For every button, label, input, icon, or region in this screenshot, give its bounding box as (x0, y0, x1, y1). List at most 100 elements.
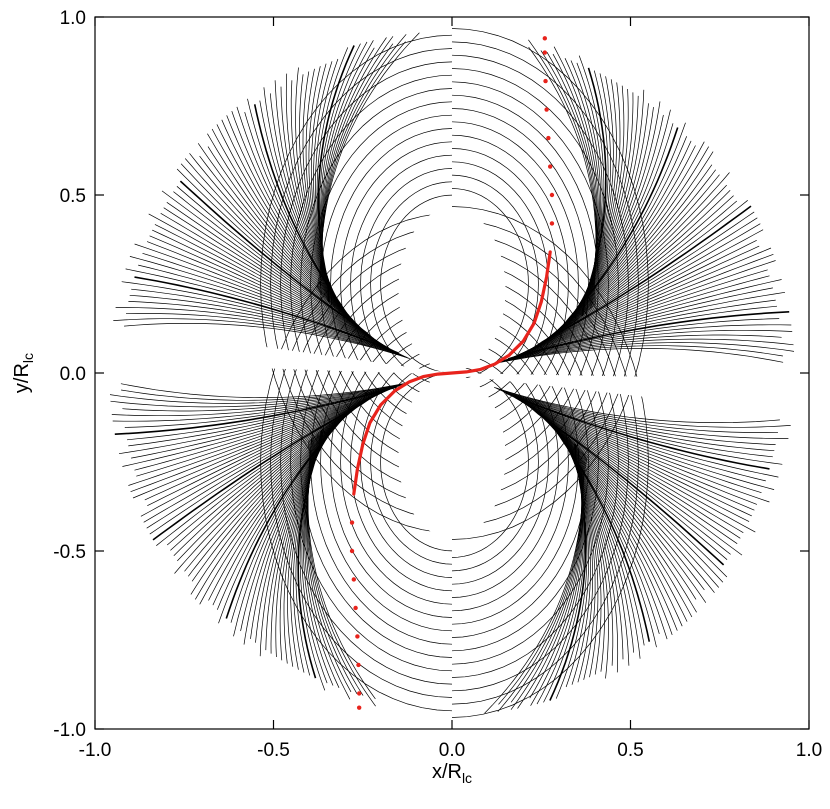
field-line (128, 391, 384, 486)
red-line-segment (352, 250, 552, 496)
field-line (451, 68, 619, 500)
field-line (484, 456, 588, 714)
field-line (109, 383, 406, 404)
field-line (129, 294, 403, 356)
red-point (549, 221, 555, 226)
field-line (310, 101, 453, 467)
field-line (500, 389, 776, 445)
y-tick-label: 0.5 (60, 186, 86, 207)
field-line (514, 287, 773, 357)
field-line (451, 161, 549, 407)
field-line (110, 383, 404, 408)
field-line (523, 247, 772, 353)
field-line (166, 202, 380, 343)
field-line (260, 212, 453, 712)
field-line (260, 34, 453, 534)
field-line (451, 272, 599, 652)
red-point (349, 548, 355, 554)
field-line (144, 393, 380, 501)
field-line (173, 191, 377, 341)
field-line (208, 408, 351, 601)
field-line (530, 217, 758, 350)
field-line (316, 32, 420, 290)
field-line (504, 391, 783, 465)
field-line (510, 452, 584, 703)
field-line (156, 398, 369, 546)
equatorial-gap (95, 323, 809, 416)
field-line (519, 399, 750, 522)
field-line (451, 259, 609, 665)
field-line (524, 403, 738, 544)
red-point (356, 691, 362, 696)
field-line (280, 61, 453, 507)
field-line (501, 334, 782, 362)
field-line (120, 382, 409, 398)
field-line (498, 342, 795, 363)
field-line (138, 264, 396, 352)
field-line (451, 339, 549, 585)
field-line (451, 219, 639, 705)
field-line (496, 388, 779, 433)
field-line (146, 396, 374, 529)
field-line (540, 413, 697, 600)
field-line (129, 256, 394, 351)
x-tick-label: -0.5 (257, 740, 290, 761)
field-line (370, 359, 453, 565)
x-tick-label: 0.0 (439, 740, 465, 761)
field-line (530, 406, 725, 566)
x-axis-label: x/Rlc (432, 761, 472, 786)
field-line (506, 318, 780, 360)
field-line (451, 312, 569, 612)
field-line (211, 128, 361, 331)
field-line (340, 141, 453, 427)
field-line (270, 48, 453, 520)
field-line (505, 392, 770, 470)
field-line (207, 146, 364, 333)
field-line (526, 404, 743, 556)
field-line (350, 332, 453, 592)
red-point (351, 577, 357, 582)
y-tick-label: 0.0 (60, 364, 86, 385)
field-line (149, 235, 388, 348)
field-line (320, 292, 453, 632)
field-line (176, 168, 373, 339)
field-line (121, 382, 408, 401)
field-line (451, 54, 629, 514)
field-line (231, 110, 356, 327)
field-line (511, 299, 776, 359)
field-line (122, 384, 403, 412)
field-line (500, 338, 794, 363)
field-line (451, 326, 559, 598)
field-line (148, 213, 384, 346)
field-line (522, 401, 744, 534)
field-line (451, 366, 529, 558)
field-line (451, 286, 589, 638)
red-point (355, 634, 360, 639)
field-line (307, 441, 376, 700)
axis-ticks (94, 16, 810, 730)
field-line (134, 276, 399, 354)
field-line (496, 345, 783, 364)
field-line (330, 306, 453, 618)
y-tick-label: -1.0 (53, 720, 86, 741)
field-line (543, 415, 693, 618)
field-line (360, 346, 453, 578)
field-line (184, 403, 360, 572)
field-line (451, 148, 559, 420)
central-hole (398, 374, 506, 539)
field-line (142, 252, 393, 351)
field-line (177, 402, 363, 562)
field-line (300, 88, 453, 480)
field-line (290, 252, 453, 672)
field-line (160, 212, 382, 345)
red-point (353, 605, 358, 611)
field-line (495, 387, 791, 428)
field-line (516, 398, 755, 511)
field-line (114, 386, 397, 435)
field-line (115, 307, 406, 357)
field-line (538, 195, 734, 346)
red-point (547, 164, 553, 169)
field-line (350, 154, 453, 414)
x-tick-label: 1.0 (796, 740, 822, 761)
field-line (501, 390, 775, 452)
